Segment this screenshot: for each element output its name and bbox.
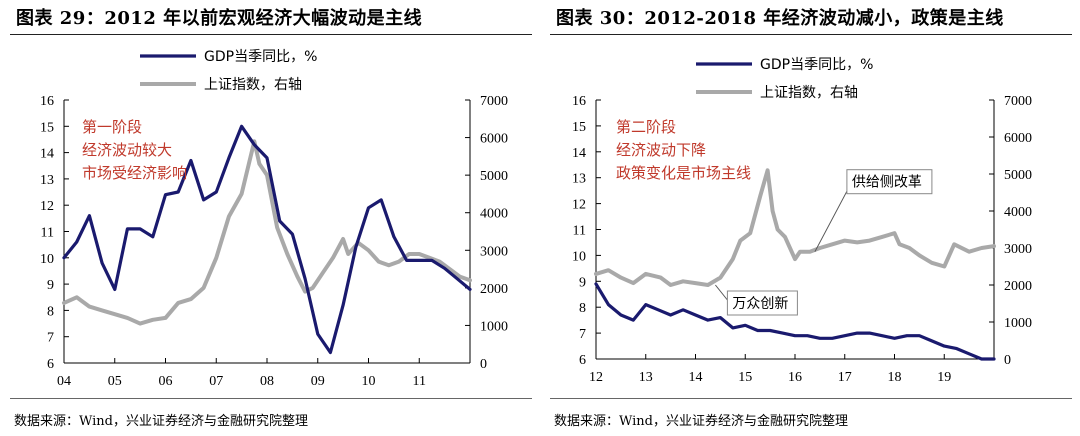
callout-box <box>846 169 933 195</box>
y-left-tick-label: 14 <box>40 147 54 162</box>
chart-panel-30: 图表 30：2012-2018 年经济波动减小，政策是主线 6 7 8 9 10 11 12… <box>540 0 1080 436</box>
y-right-tick-label: 5000 <box>1004 168 1032 183</box>
index-series-line <box>594 168 996 287</box>
title-rule <box>10 34 532 35</box>
source-note: 数据来源：Wind，兴业证券经济与金融研究院整理 <box>554 414 848 429</box>
legend-label-index: 上证指数，右轴 <box>760 85 858 101</box>
annotation-line: 市场受经济影响 <box>82 164 187 182</box>
x-tick-label: 18 <box>888 370 902 385</box>
legend-label-gdp: GDP当季同比，% <box>760 57 873 73</box>
y-right-tick-label: 3000 <box>1004 242 1032 257</box>
y-left-tick-label: 10 <box>572 249 586 264</box>
y-left-tick-label: 15 <box>572 120 586 135</box>
x-tick-label: 04 <box>57 374 71 389</box>
chart-title: 图表 29：2012 年以前宏观经济大幅波动是主线 <box>16 8 423 29</box>
y-left-tick-label: 13 <box>40 173 54 188</box>
y-left-tick-label: 11 <box>41 226 54 241</box>
gdp-series-line <box>594 282 996 361</box>
source-note: 数据来源：Wind，兴业证券经济与金融研究院整理 <box>14 414 308 429</box>
chart-30-plot: 6 7 8 9 10 11 12 13 14 15 16 0 1000 2000 3000 4000 5000 6… <box>572 57 1032 385</box>
y-left-tick-label: 16 <box>572 94 586 109</box>
callout-label: 万众创新 <box>732 296 788 312</box>
x-tick-label: 13 <box>639 370 653 385</box>
y-right-tick-label: 0 <box>480 357 487 372</box>
x-tick-label: 08 <box>260 374 274 389</box>
x-tick-label: 19 <box>937 370 951 385</box>
callout-label: 供给侧改革 <box>852 175 922 191</box>
y-left-tick-label: 6 <box>47 357 54 372</box>
chart-panel-29: 图表 29：2012 年以前宏观经济大幅波动是主线 6 7 8 9 10 11 12 13 14… <box>10 8 532 429</box>
x-tick-label: 16 <box>788 370 802 385</box>
y-right-tick-label: 0 <box>1004 353 1011 368</box>
y-left-tick-label: 10 <box>40 252 54 267</box>
y-left-tick-label: 8 <box>47 304 54 319</box>
x-tick-label: 11 <box>413 374 426 389</box>
x-tick-label: 10 <box>362 374 376 389</box>
y-right-tick-label: 1000 <box>1004 316 1032 331</box>
y-left-tick-label: 13 <box>572 172 586 187</box>
annotation-line: 政策变化是市场主线 <box>616 164 751 182</box>
y-left-tick-label: 8 <box>579 301 586 316</box>
y-left-tick-label: 15 <box>40 120 54 135</box>
y-right-tick-label: 7000 <box>1004 94 1032 109</box>
y-right-tick-label: 2000 <box>480 282 508 297</box>
y-left-tick-label: 12 <box>572 198 586 213</box>
y-left-tick-label: 9 <box>47 278 54 293</box>
legend-label-gdp: GDP当季同比，% <box>204 49 317 65</box>
y-right-tick-label: 6000 <box>480 132 508 147</box>
y-left-tick-label: 11 <box>573 224 586 239</box>
chart-title: 图表 30：2012-2018 年经济波动减小，政策是主线 <box>556 8 1004 29</box>
y-left-tick-label: 16 <box>40 94 54 109</box>
annotation-line: 第二阶段 <box>616 118 676 136</box>
callout-box <box>726 290 798 316</box>
x-tick-label: 12 <box>589 370 603 385</box>
x-tick-label: 05 <box>108 374 122 389</box>
x-tick-label: 15 <box>738 370 752 385</box>
chart-29-plot: 6 7 8 9 10 11 12 13 14 15 16 0 1000 2000 3000 4000 5000 6… <box>40 49 508 389</box>
gdp-series-line <box>62 124 472 355</box>
y-right-tick-label: 7000 <box>480 94 508 109</box>
y-right-tick-label: 3000 <box>480 244 508 259</box>
y-left-tick-label: 7 <box>47 331 54 346</box>
annotation-line: 经济波动较大 <box>82 141 172 159</box>
callout-leader <box>814 183 852 252</box>
y-left-tick-label: 9 <box>579 275 586 290</box>
x-tick-label: 09 <box>311 374 325 389</box>
y-left-tick-label: 7 <box>579 327 586 342</box>
x-tick-label: 06 <box>159 374 173 389</box>
y-left-tick-label: 14 <box>572 146 586 161</box>
y-right-tick-label: 1000 <box>480 319 508 334</box>
annotation-line: 经济波动下降 <box>616 141 706 159</box>
legend-label-index: 上证指数，右轴 <box>204 77 302 93</box>
y-left-tick-label: 6 <box>579 353 586 368</box>
y-right-tick-label: 4000 <box>1004 205 1032 220</box>
x-tick-label: 07 <box>209 374 223 389</box>
annotation-line: 第一阶段 <box>82 118 142 136</box>
y-right-tick-label: 5000 <box>480 169 508 184</box>
source-rule <box>550 398 1072 399</box>
x-tick-label: 14 <box>689 370 703 385</box>
y-right-tick-label: 2000 <box>1004 279 1032 294</box>
y-right-tick-label: 4000 <box>480 207 508 222</box>
title-rule <box>550 34 1072 35</box>
x-tick-label: 17 <box>838 370 852 385</box>
source-rule <box>10 398 532 399</box>
y-left-tick-label: 12 <box>40 199 54 214</box>
y-right-tick-label: 6000 <box>1004 131 1032 146</box>
